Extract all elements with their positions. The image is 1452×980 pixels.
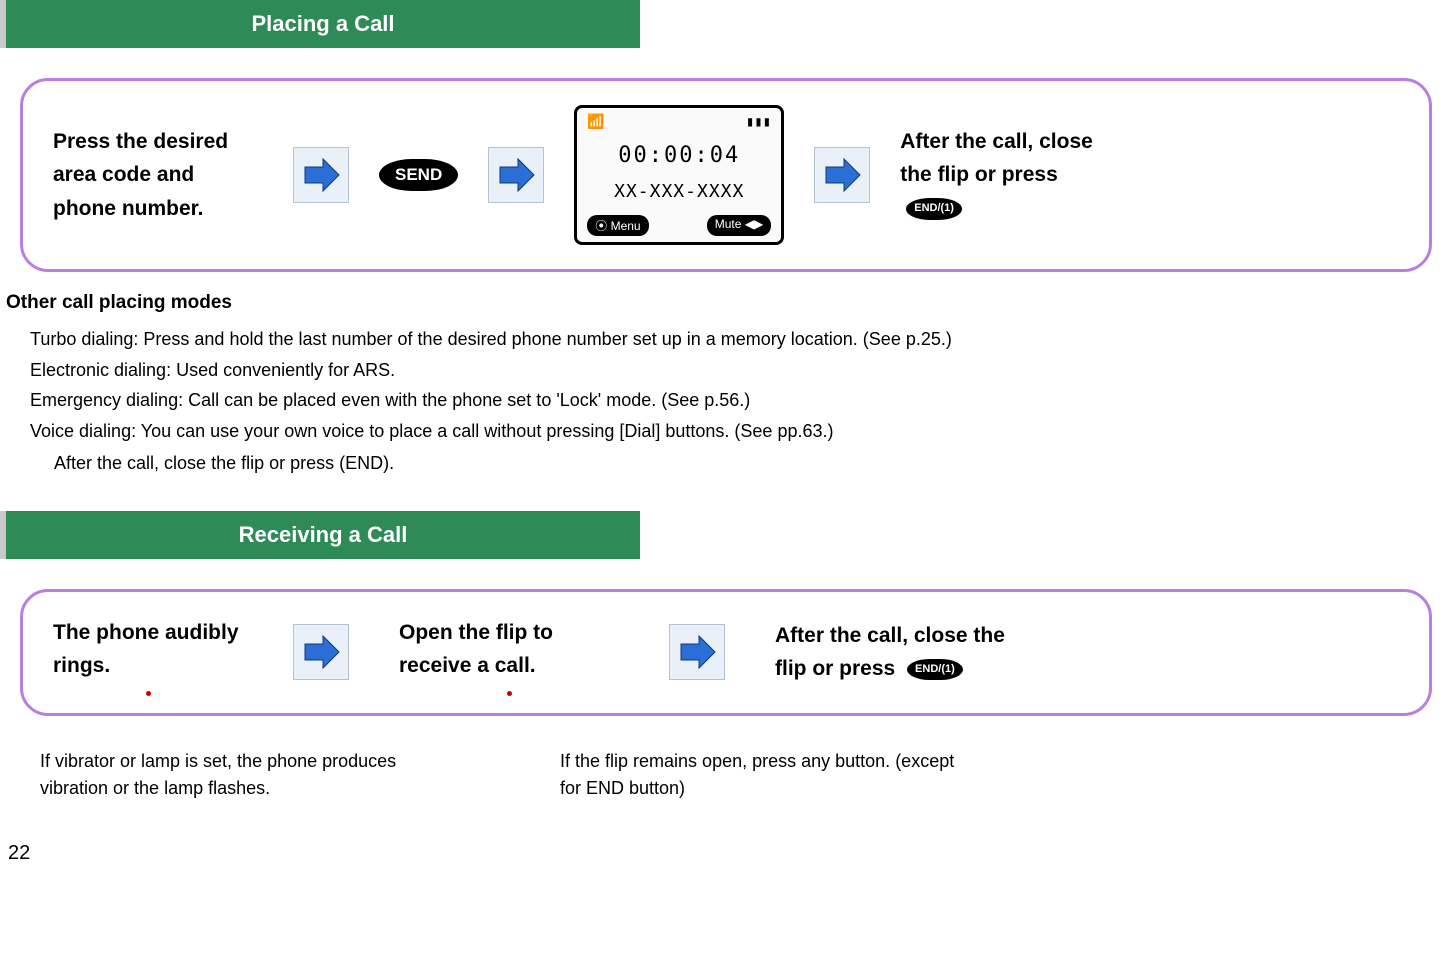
red-dot-icon (507, 691, 512, 696)
end-button-icon: END/(1) (907, 659, 963, 681)
arrow-icon (293, 624, 349, 680)
receiving-step2: Open the flip to receive a call. (399, 616, 619, 689)
receiving-step1: The phone audibly rings. (53, 616, 243, 689)
call-timer: 00:00:04 (587, 143, 771, 168)
other-modes-section: Other call placing modes Turbo dialing: … (0, 292, 1452, 511)
note-flip-open: If the flip remains open, press any butt… (560, 748, 980, 802)
mode-voice: Voice dialing: You can use your own voic… (6, 416, 1446, 447)
mode-turbo: Turbo dialing: Press and hold the last n… (6, 324, 1446, 355)
placing-end-text: After the call, close the flip or press (900, 130, 1093, 187)
softkey-mute: Mute ◀▶ (707, 215, 771, 236)
after-call-note: After the call, close the flip or press … (6, 446, 1446, 480)
placing-flow-box: Press the desired area code and phone nu… (20, 78, 1432, 272)
note-vibrator: If vibrator or lamp is set, the phone pr… (40, 748, 460, 802)
receiving-flow-box: The phone audibly rings. Open the flip t… (20, 589, 1432, 716)
arrow-icon (293, 147, 349, 203)
receiving-step2-text: Open the flip to receive a call. (399, 616, 619, 683)
dialed-number: XX-XXX-XXXX (587, 181, 771, 202)
red-dot-icon (146, 691, 151, 696)
receiving-notes: If vibrator or lamp is set, the phone pr… (0, 736, 1452, 842)
section-header-placing: Placing a Call (0, 0, 640, 48)
mode-electronic: Electronic dialing: Used conveniently fo… (6, 355, 1446, 386)
battery-icon: ▮▮▮ (746, 114, 771, 130)
signal-icon: 📶 (587, 114, 604, 130)
placing-step-end: After the call, close the flip or press … (900, 125, 1120, 226)
other-modes-title: Other call placing modes (6, 292, 1446, 314)
arrow-icon (488, 147, 544, 203)
page-number: 22 (0, 842, 1452, 865)
placing-step1-text: Press the desired area code and phone nu… (53, 125, 263, 226)
arrow-icon (669, 624, 725, 680)
softkey-menu: ⦿ Menu (587, 215, 648, 236)
receiving-step1-text: The phone audibly rings. (53, 616, 243, 683)
arrow-icon (814, 147, 870, 203)
send-button-icon: SEND (379, 159, 458, 191)
end-button-icon: END/(1) (906, 198, 962, 220)
section-header-receiving: Receiving a Call (0, 511, 640, 559)
receiving-step-end: After the call, close the flip or press … (775, 619, 1005, 686)
phone-screen: 📶 ▮▮▮ 00:00:04 XX-XXX-XXXX ⦿ Menu Mute ◀… (574, 105, 784, 245)
mode-emergency: Emergency dialing: Call can be placed ev… (6, 385, 1446, 416)
receiving-end-text: After the call, close the flip or press (775, 624, 1005, 681)
